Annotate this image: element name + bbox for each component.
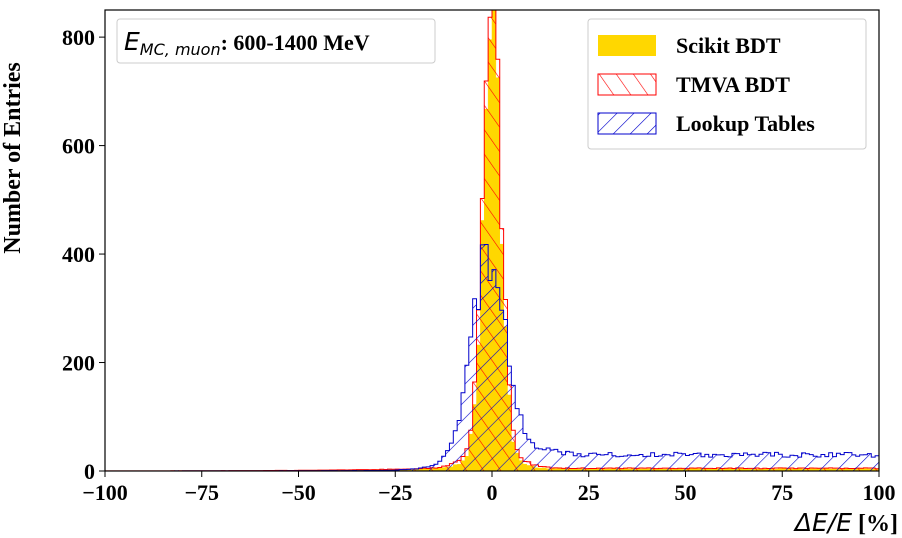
x-tick-label: 100 — [863, 480, 896, 505]
legend-swatch-scikit — [598, 35, 656, 56]
x-axis-title-unit: [%] — [852, 511, 898, 537]
legend-item-tmva: TMVA BDT — [597, 72, 790, 97]
y-tick-label: 400 — [62, 242, 95, 267]
x-axis-title: ΔE/E [%] — [793, 508, 898, 537]
legend-swatch-tmva — [597, 73, 657, 96]
x-tick-label: −25 — [378, 480, 413, 505]
info-energy-range: : 600-1400 MeV — [221, 30, 370, 55]
y-tick-label: 600 — [62, 134, 95, 159]
info-energy-subscript: MC, muon — [140, 40, 221, 59]
y-tick-label: 800 — [62, 25, 95, 50]
legend-swatch-lookup — [597, 112, 657, 135]
x-axis-title-math: ΔE/E — [793, 508, 852, 537]
y-tick-label: 0 — [84, 459, 95, 484]
legend-label-lookup: Lookup Tables — [676, 111, 815, 136]
y-axis-ticks: 0 200 400 600 800 — [62, 25, 105, 484]
y-axis-title: Number of Entries — [0, 62, 26, 254]
x-axis-ticks: −100 −75 −50 −25 0 25 50 75 100 — [82, 471, 896, 505]
series-lookup-tables — [105, 243, 879, 471]
legend-item-scikit: Scikit BDT — [598, 33, 781, 58]
legend: Scikit BDT TMVA BDT Lookup Tables — [587, 18, 867, 150]
legend-label-scikit: Scikit BDT — [676, 33, 781, 58]
x-tick-label: 25 — [578, 480, 600, 505]
svg-text:ΔE/E [%]: ΔE/E [%] — [793, 508, 898, 537]
legend-label-tmva: TMVA BDT — [676, 72, 790, 97]
x-tick-label: 0 — [487, 480, 498, 505]
y-tick-label: 200 — [62, 351, 95, 376]
info-box: EMC, muon: 600-1400 MeV — [116, 18, 436, 64]
info-energy-symbol: E — [124, 27, 140, 56]
x-tick-label: 75 — [771, 480, 793, 505]
x-tick-label: −75 — [184, 480, 219, 505]
info-text: EMC, muon: 600-1400 MeV — [124, 27, 370, 59]
legend-item-lookup: Lookup Tables — [597, 111, 815, 136]
x-tick-label: 50 — [675, 480, 697, 505]
x-tick-label: −100 — [82, 480, 128, 505]
x-tick-label: −50 — [281, 480, 316, 505]
